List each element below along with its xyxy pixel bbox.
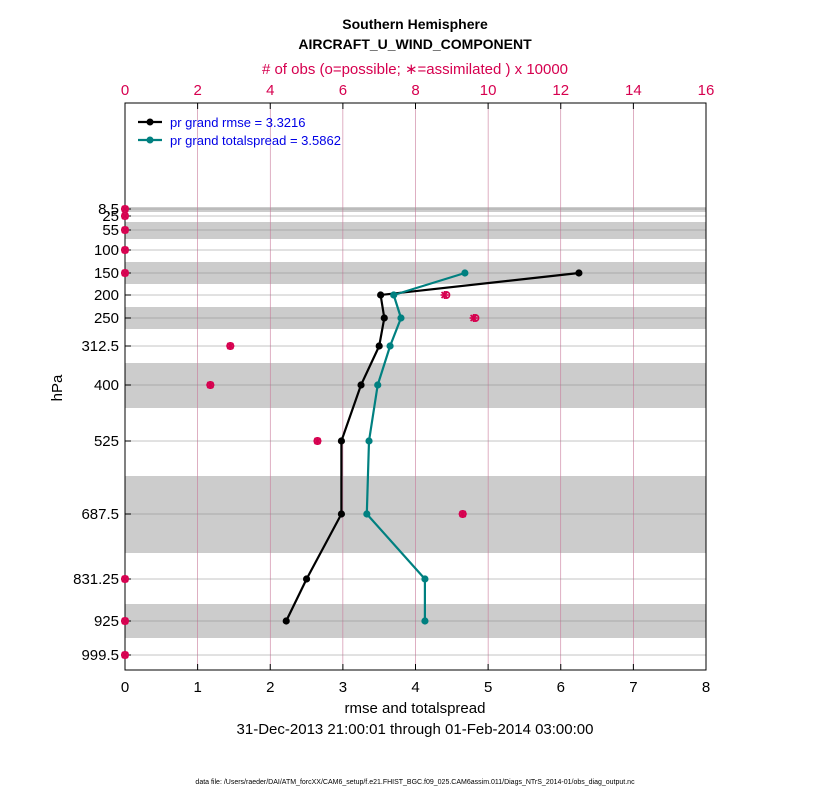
obs-assimilated-marker: [121, 205, 129, 213]
top-tick-label: 0: [121, 82, 129, 99]
top-axis-label: # of obs (o=possible; ∗=assimilated ) x …: [262, 61, 568, 78]
legend-rmse-marker: [146, 118, 154, 126]
y-axis-label: hPa: [49, 374, 66, 401]
obs-assimilated-marker: [440, 291, 449, 299]
rmse-point: [375, 342, 383, 350]
top-tick-label: 2: [193, 82, 201, 99]
rmse-point: [337, 437, 346, 445]
x-tick-label: 6: [557, 679, 565, 696]
obs-assimilated-marker: [226, 342, 235, 350]
obs-assimilated-marker: [121, 575, 129, 583]
obs-assimilated-marker: [469, 314, 478, 322]
totalspread-point: [390, 291, 398, 299]
totalspread-point: [421, 617, 429, 625]
totalspread-point: [365, 437, 373, 445]
y-tick-label: 925: [94, 613, 119, 630]
x-tick-label: 7: [629, 679, 637, 696]
data-file-footnote: data file: /Users/raeder/DAI/ATM_forcXX/…: [195, 779, 635, 786]
totalspread-point: [386, 342, 394, 350]
totalspread-point: [363, 510, 371, 518]
top-tick-label: 12: [552, 82, 569, 99]
y-tick-label: 100: [94, 242, 119, 259]
x-tick-label: 5: [484, 679, 492, 696]
vertical-gridlines: [125, 103, 706, 670]
totalspread-point: [461, 269, 469, 277]
obs-assimilated-marker: [121, 212, 129, 220]
legend-rmse-label: pr grand rmse = 3.3216: [170, 115, 306, 130]
obs-assimilated-marker: [206, 381, 215, 389]
obs-assimilated-marker: [121, 651, 129, 659]
x-tick-label: 8: [702, 679, 710, 696]
top-tick-label: 16: [698, 82, 715, 99]
y-tick-label: 25: [102, 208, 119, 225]
y-tick-label: 55: [102, 222, 119, 239]
x-axis-label: rmse and totalspread: [345, 700, 486, 717]
rmse-point: [302, 575, 311, 583]
obs-assimilated-marker: [313, 437, 322, 445]
top-tick-label: 8: [411, 82, 419, 99]
legend-spread-label: pr grand totalspread = 3.5862: [170, 133, 341, 148]
obs-assimilated-marker: [121, 226, 129, 234]
y-tick-label: 831.25: [73, 571, 119, 588]
y-tick-label: 312.5: [81, 338, 119, 355]
rmse-point: [282, 617, 290, 625]
y-tick-label: 150: [94, 265, 119, 282]
totalspread-point: [374, 381, 382, 389]
rmse-point: [380, 314, 388, 322]
top-tick-label: 4: [266, 82, 274, 99]
rmse-point: [575, 269, 583, 277]
y-tick-label: 8.5: [98, 201, 119, 218]
top-tick-label: 6: [339, 82, 347, 99]
obs-assimilated-marker: [121, 269, 129, 277]
obs-assimilated-marker: [121, 617, 129, 625]
rmse-point: [377, 291, 385, 299]
rmse-point: [357, 381, 365, 389]
series-layer: [282, 269, 583, 625]
obs-assimilated-marker: [121, 246, 129, 254]
totalspread-point: [397, 314, 405, 322]
chart-title: Southern Hemisphere: [342, 16, 488, 32]
obs-assimilated-marker: [458, 510, 467, 518]
top-tick-label: 10: [480, 82, 497, 99]
y-tick-label: 687.5: [81, 506, 119, 523]
date-range-label: 31-Dec-2013 21:00:01 through 01-Feb-2014…: [237, 721, 594, 738]
y-tick-label: 200: [94, 287, 119, 304]
legend-spread-marker: [146, 136, 154, 144]
y-tick-label: 525: [94, 433, 119, 450]
bottom-axis-ticks: 0 1 2 3 4 5 6 7 8: [121, 664, 710, 696]
y-tick-label: 250: [94, 310, 119, 327]
x-tick-label: 2: [266, 679, 274, 696]
y-tick-label: 400: [94, 377, 119, 394]
legend: pr grand rmse = 3.3216 pr grand totalspr…: [138, 115, 341, 148]
y-tick-label: 999.5: [81, 647, 119, 664]
top-tick-label: 14: [625, 82, 642, 99]
x-tick-label: 3: [339, 679, 347, 696]
x-tick-label: 4: [411, 679, 419, 696]
rmse-point: [337, 510, 346, 518]
x-tick-label: 1: [193, 679, 201, 696]
top-axis-ticks: 0 2 4 6 8 10 12 14 16: [121, 82, 715, 109]
totalspread-point: [421, 575, 429, 583]
chart-subtitle: AIRCRAFT_U_WIND_COMPONENT: [298, 36, 532, 52]
obs-count-layer: [121, 205, 480, 659]
x-tick-label: 0: [121, 679, 129, 696]
